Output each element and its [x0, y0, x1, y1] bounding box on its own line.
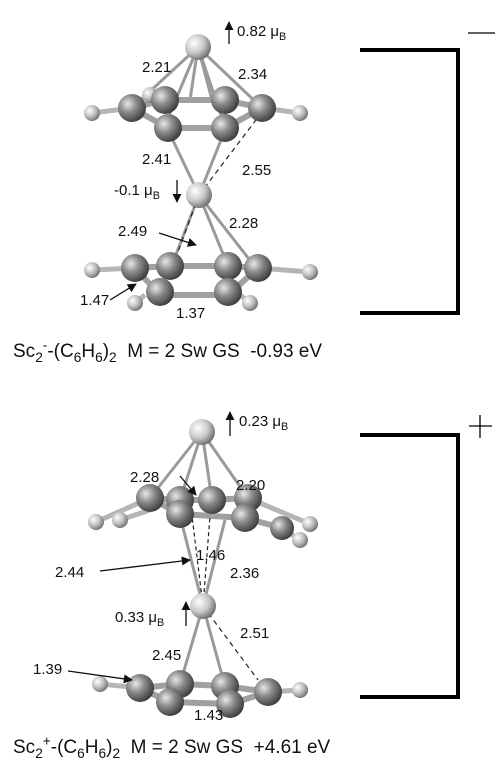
bond-length-label: 1.47	[80, 292, 110, 309]
bond-length-label: 1.46	[196, 547, 226, 564]
bond-length-label: 2.36	[230, 565, 260, 582]
bond-length-label: 2.34	[238, 66, 268, 83]
panel-2-molecule	[67, 411, 492, 718]
bond-length-label: 2.51	[240, 625, 270, 642]
caption-2: Sc2+-(C6H6)2 M = 2 Sw GS +4.61 eV	[13, 733, 331, 761]
caption-1: Sc2--(C6H6)2 M = 2 Sw GS -0.93 eV	[13, 337, 323, 365]
bond-length-label: 2.28	[229, 215, 259, 232]
bond-length-label: 2.41	[142, 151, 172, 168]
bond-length-label: 2.55	[242, 162, 272, 179]
bond-length-label: 1.39	[33, 661, 63, 678]
bond-length-label: 2.28	[130, 469, 160, 486]
bond-length-label: 2.20	[236, 477, 266, 494]
bond-length-label: 2.45	[152, 647, 182, 664]
bond-length-label: 2.49	[118, 223, 148, 240]
bond-length-label: 2.21	[142, 59, 172, 76]
bond-length-label: 1.43	[194, 707, 224, 724]
bond-length-label: 1.37	[176, 305, 206, 322]
spin-moment-top-1: 0.82 μB	[237, 23, 287, 43]
spin-moment-mid-2: 0.33 μB	[115, 609, 165, 629]
bond-length-label: 2.44	[55, 564, 85, 581]
spin-moment-top-2: 0.23 μB	[239, 413, 289, 433]
spin-moment-mid-1: -0.1 μB	[114, 182, 160, 202]
panel-1-molecule	[84, 21, 495, 315]
